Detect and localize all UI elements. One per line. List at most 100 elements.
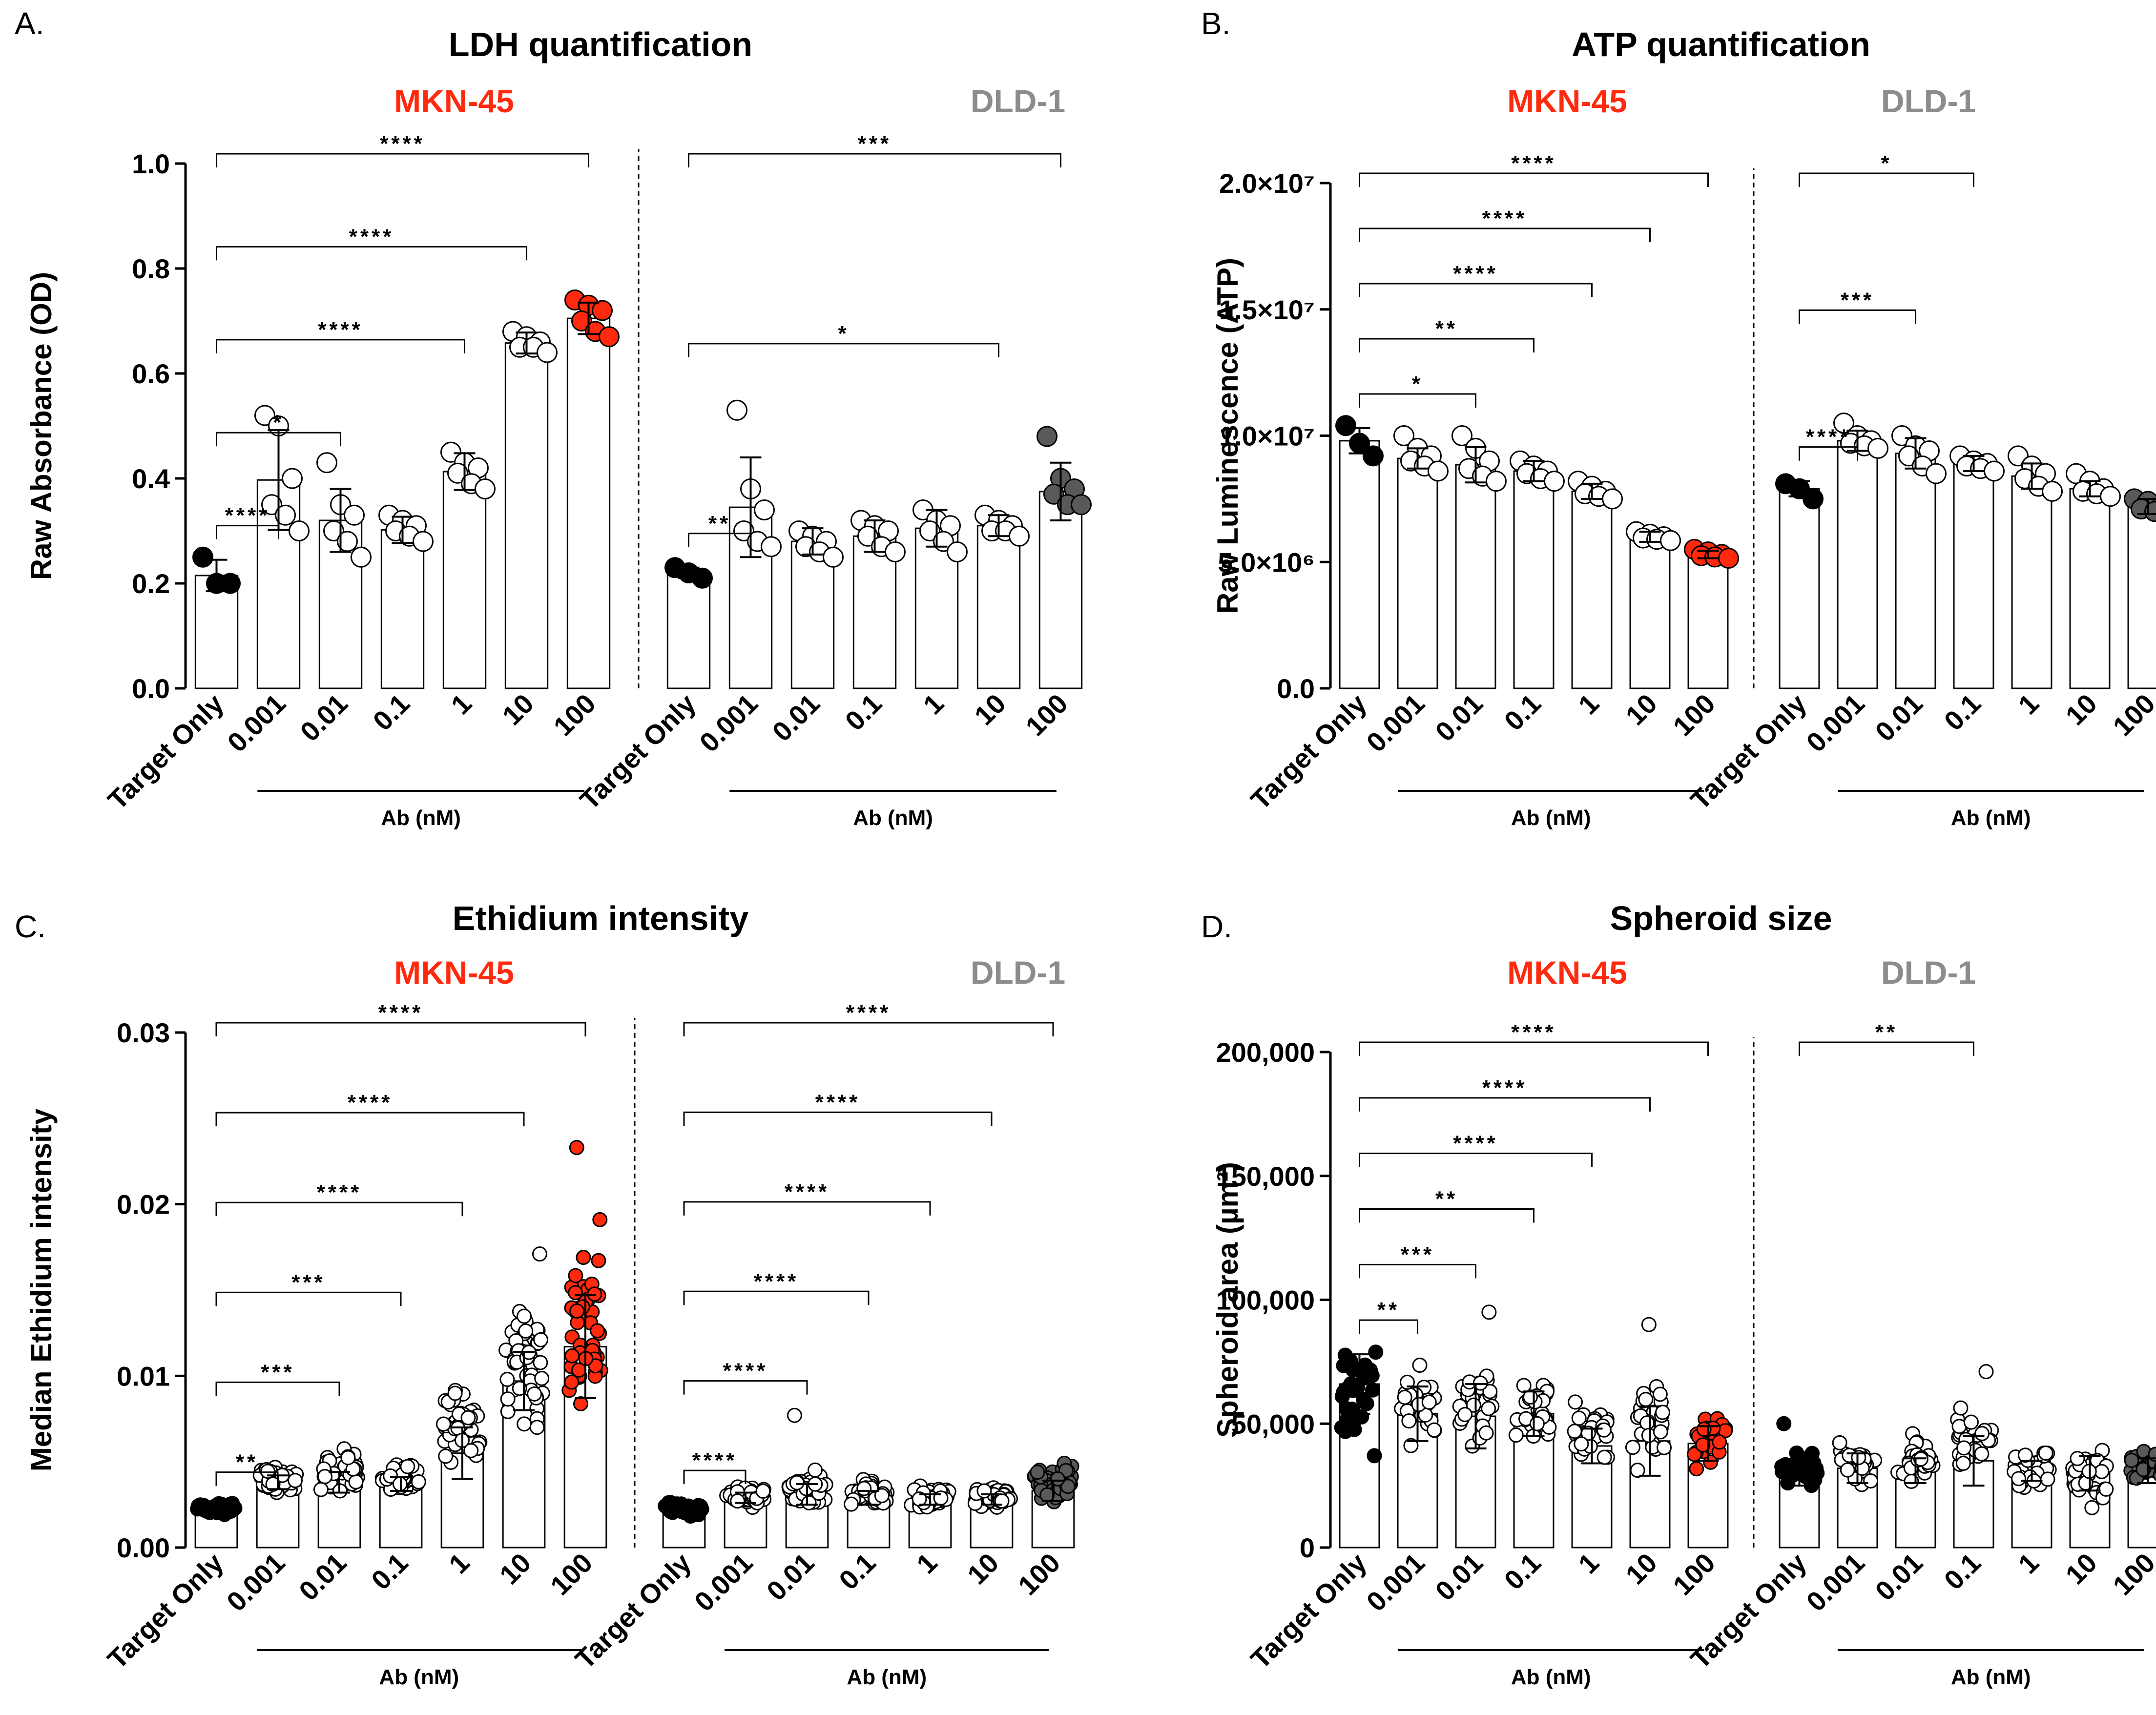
x-tick-label: 0.01: [1869, 688, 1928, 747]
data-point: [344, 504, 365, 526]
data-point: [1571, 1410, 1587, 1426]
data-point: [576, 1250, 591, 1265]
significance-bracket: [216, 339, 465, 353]
data-point: [220, 573, 241, 594]
data-point: [1955, 1456, 1971, 1471]
x-tick-label: 0.01: [766, 688, 826, 747]
data-point: [1963, 1414, 1979, 1430]
x-tick-label: 100: [2107, 1547, 2156, 1601]
bar: [380, 529, 425, 689]
significance-bracket: [683, 1022, 1054, 1036]
data-point: [517, 1416, 532, 1432]
data-point: [317, 1469, 333, 1485]
x-tick-label: Target Only: [1244, 688, 1372, 816]
data-point: [1567, 1424, 1582, 1439]
data-point: [1428, 460, 1449, 482]
data-point: [2098, 1481, 2114, 1497]
data-point: [912, 1491, 927, 1507]
data-point: [1630, 1463, 1645, 1478]
data-point: [400, 1459, 415, 1474]
y-tick-label: 200,000: [1216, 1037, 1315, 1068]
bar: [2011, 475, 2052, 689]
significance-stars: ****: [348, 1091, 393, 1115]
data-point: [874, 1488, 890, 1504]
x-tick-label: 1: [443, 1547, 476, 1580]
bar: [1513, 470, 1555, 689]
data-point: [1660, 530, 1681, 551]
data-point: [348, 1474, 364, 1489]
data-point: [1368, 1344, 1384, 1360]
data-point: [1863, 1473, 1879, 1489]
significance-bracket: [1359, 1041, 1709, 1056]
subtitle-mkn45: MKN-45: [394, 954, 514, 991]
significance-stars: **: [236, 1450, 258, 1474]
data-point: [533, 1332, 549, 1347]
x-tick-label: 1: [917, 688, 950, 721]
bar: [1397, 457, 1438, 689]
data-point: [383, 1468, 398, 1484]
data-point: [1482, 1384, 1498, 1399]
data-point: [1653, 1424, 1668, 1440]
data-point: [1030, 1465, 1045, 1480]
significance-bracket: [1799, 1041, 1974, 1056]
data-point: [856, 1481, 872, 1496]
data-point: [1978, 1364, 1994, 1380]
y-axis-label: Raw Luminescence (ATP): [1211, 258, 1244, 614]
significance-stars: **: [1875, 1020, 1898, 1044]
data-point: [534, 1370, 550, 1386]
panel-a: A. LDH quantification MKN-45 DLD-1 0.0 0.2 0.4…: [15, 6, 1092, 830]
data-point: [460, 1410, 476, 1426]
data-point: [2084, 1500, 2100, 1515]
x-tick-label: 0.001: [1360, 688, 1430, 758]
data-point: [1574, 1436, 1589, 1452]
significance-bracket: [688, 533, 751, 547]
data-point: [2094, 1464, 2110, 1479]
data-point: [808, 1462, 823, 1478]
data-point: [2042, 480, 2063, 502]
data-point: [313, 1482, 329, 1497]
ab-group-label: Ab (nM): [847, 1665, 927, 1689]
y-tick-label: 0.00: [117, 1532, 170, 1563]
subtitle-mkn45: MKN-45: [1507, 954, 1627, 991]
bar: [566, 317, 611, 689]
data-point: [518, 1323, 534, 1339]
data-point: [1481, 1401, 1496, 1416]
x-tick-label: 100: [2107, 688, 2156, 742]
data-point: [316, 452, 337, 474]
y-tick-label: 50,000: [1231, 1408, 1315, 1439]
data-point: [282, 468, 303, 489]
data-point: [1037, 426, 1057, 447]
x-tick-label: 10: [494, 1547, 537, 1591]
panel-title: Spheroid size: [1610, 899, 1832, 937]
significance-stars: ****: [317, 1180, 362, 1204]
y-tick-label: 150,000: [1216, 1161, 1315, 1192]
significance-stars: ****: [225, 504, 270, 528]
significance-stars: **: [1435, 317, 1458, 341]
data-point: [2011, 1471, 2027, 1487]
x-tick-label: 100: [1019, 688, 1074, 742]
bar: [504, 342, 549, 689]
significance-bracket: [1359, 227, 1651, 242]
data-point: [1840, 1462, 1855, 1478]
data-point: [2124, 1452, 2139, 1468]
x-tick-label: 1: [1572, 1547, 1605, 1580]
data-point: [801, 1495, 817, 1510]
data-point: [1367, 1448, 1382, 1464]
data-point: [599, 326, 620, 348]
significance-stars: **: [708, 512, 731, 536]
y-tick-label: 0.03: [117, 1017, 170, 1048]
data-point: [1421, 1394, 1437, 1410]
data-point: [1039, 1487, 1055, 1503]
significance-stars: ***: [291, 1270, 325, 1294]
significance-bracket: [215, 1471, 279, 1486]
y-axis-label: Spheroid area (µm²): [1211, 1162, 1244, 1438]
significance-stars: ****: [846, 1001, 891, 1025]
data-point: [1359, 1396, 1374, 1411]
data-point: [564, 1374, 580, 1390]
x-tick-label: 10: [1619, 1547, 1663, 1591]
data-point: [1803, 488, 1824, 510]
panel-label: B.: [1201, 6, 1230, 41]
significance-bracket: [1359, 1263, 1476, 1279]
data-point: [1508, 1427, 1524, 1443]
